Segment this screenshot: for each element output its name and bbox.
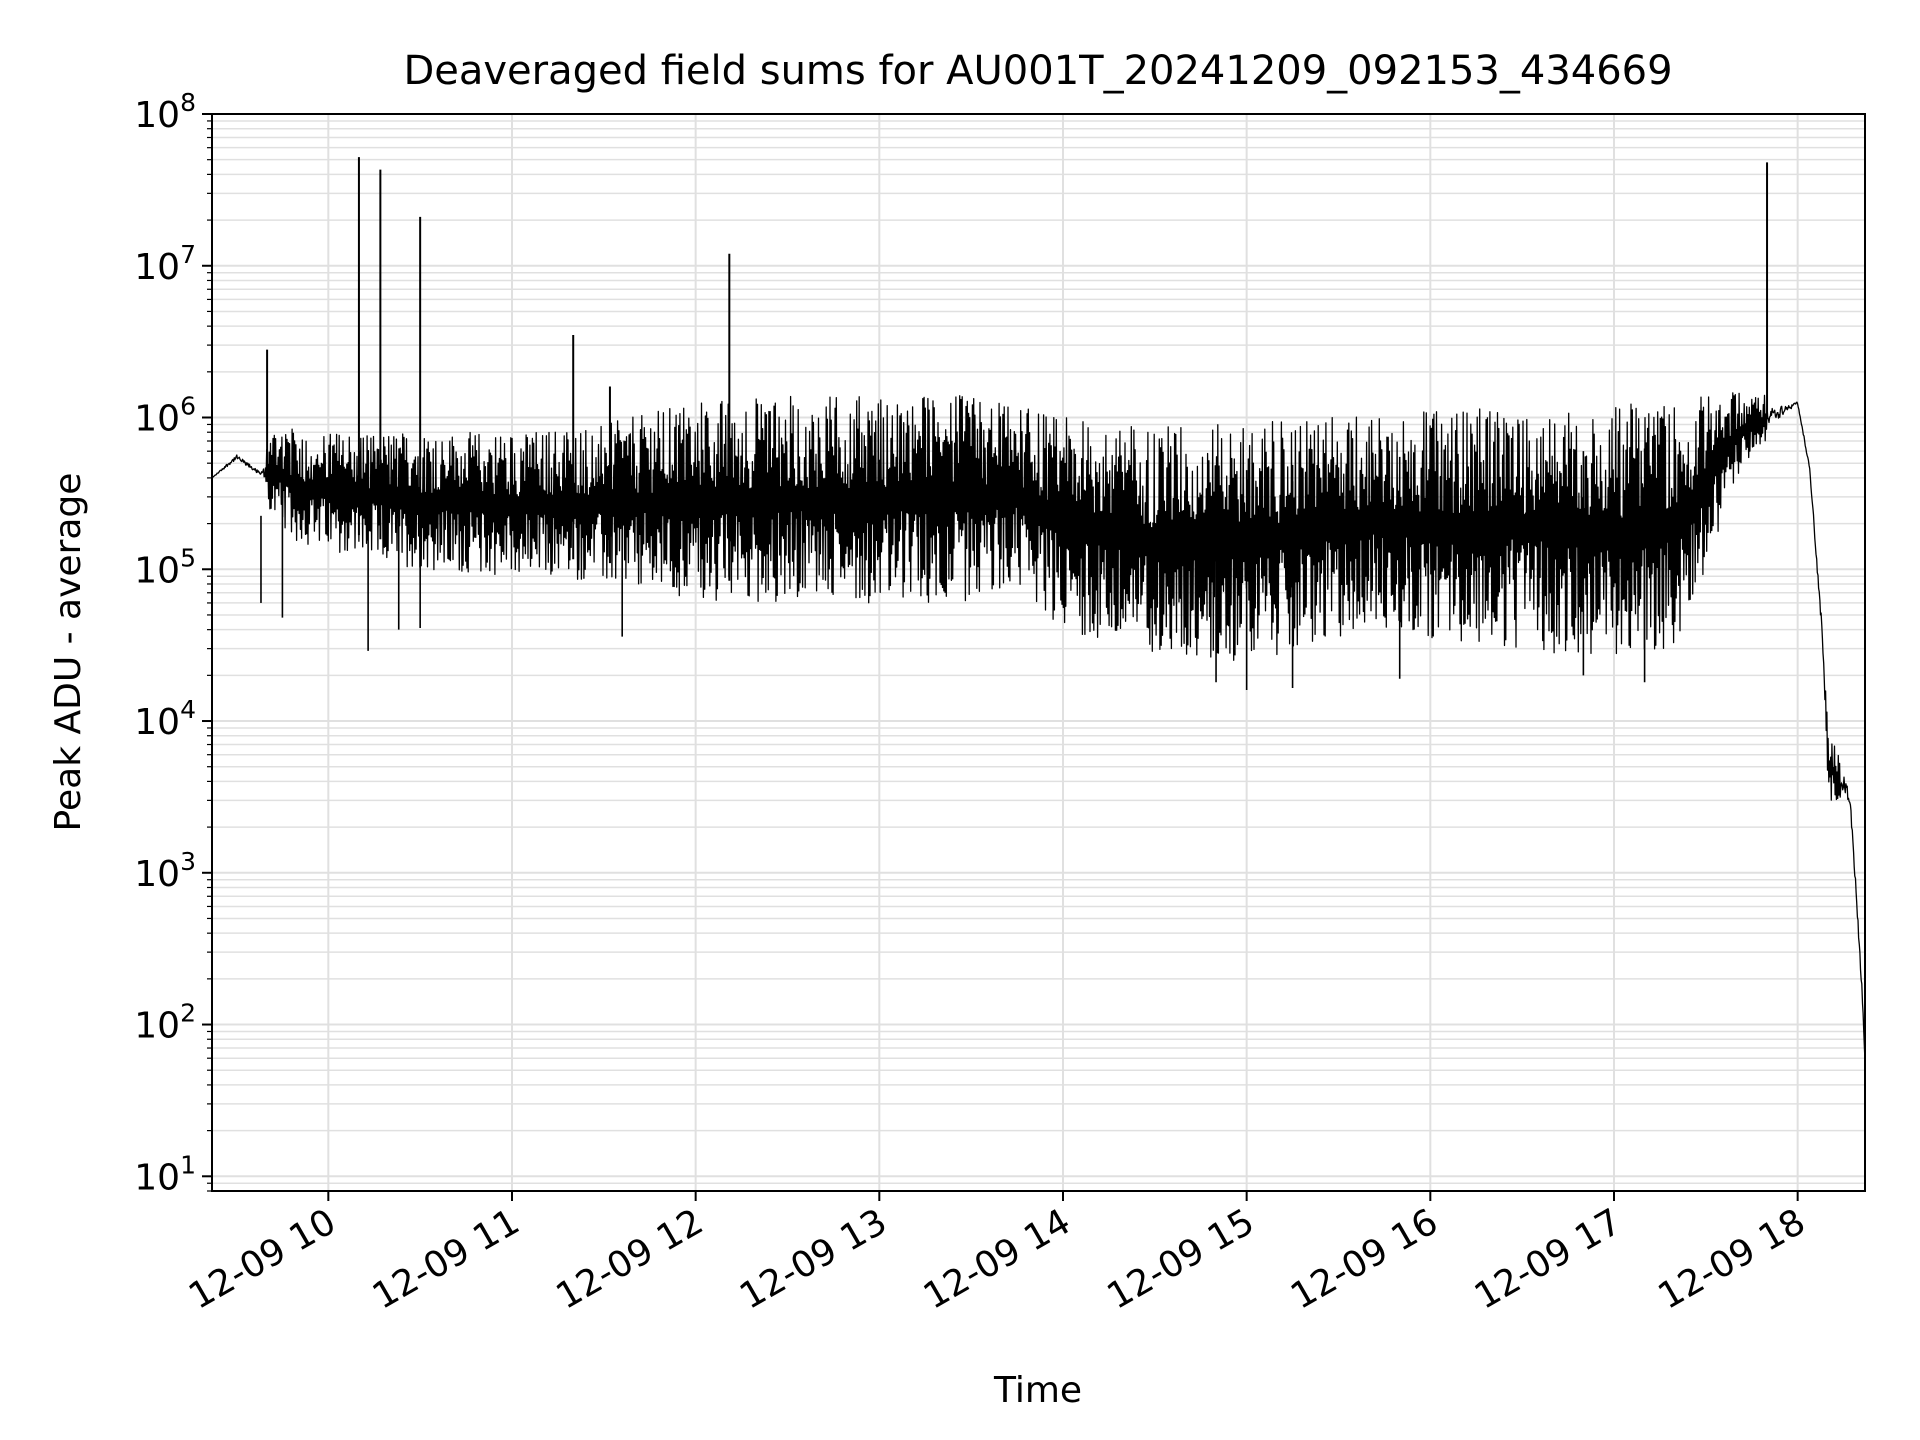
- y-tick-base: 10: [134, 1157, 180, 1198]
- y-tick-base: 10: [134, 399, 180, 440]
- y-tick-label: 106: [134, 392, 196, 440]
- y-tick-exponent: 3: [180, 847, 196, 876]
- plot-data: [211, 157, 1866, 1062]
- y-tick-exponent: 6: [180, 392, 196, 421]
- y-tick-label: 108: [134, 88, 196, 136]
- y-tick-label: 102: [134, 999, 196, 1047]
- chart-title: Deaveraged field sums for AU001T_2024120…: [403, 48, 1672, 94]
- x-axis-label: Time: [993, 1370, 1082, 1411]
- y-tick-exponent: 7: [180, 240, 196, 269]
- y-tick-base: 10: [134, 95, 180, 136]
- y-tick-exponent: 1: [180, 1150, 196, 1179]
- y-tick-label: 103: [134, 847, 196, 895]
- y-tick-exponent: 2: [180, 999, 196, 1028]
- y-axis-label: Peak ADU - average: [48, 473, 89, 832]
- y-tick-label: 105: [134, 543, 196, 591]
- y-tick-base: 10: [134, 854, 180, 895]
- y-tick-base: 10: [134, 550, 180, 591]
- y-tick-label: 101: [134, 1150, 196, 1198]
- y-tick-exponent: 8: [180, 88, 196, 117]
- y-tick-label: 107: [134, 240, 196, 288]
- y-tick-base: 10: [134, 1006, 180, 1047]
- y-tick-exponent: 4: [180, 695, 196, 724]
- y-tick-base: 10: [134, 247, 180, 288]
- series-line: [211, 392, 1866, 1062]
- y-tick-base: 10: [134, 702, 180, 743]
- plot-frame: [211, 113, 1866, 1192]
- y-tick-label: 104: [134, 695, 196, 743]
- y-tick-exponent: 5: [180, 543, 196, 572]
